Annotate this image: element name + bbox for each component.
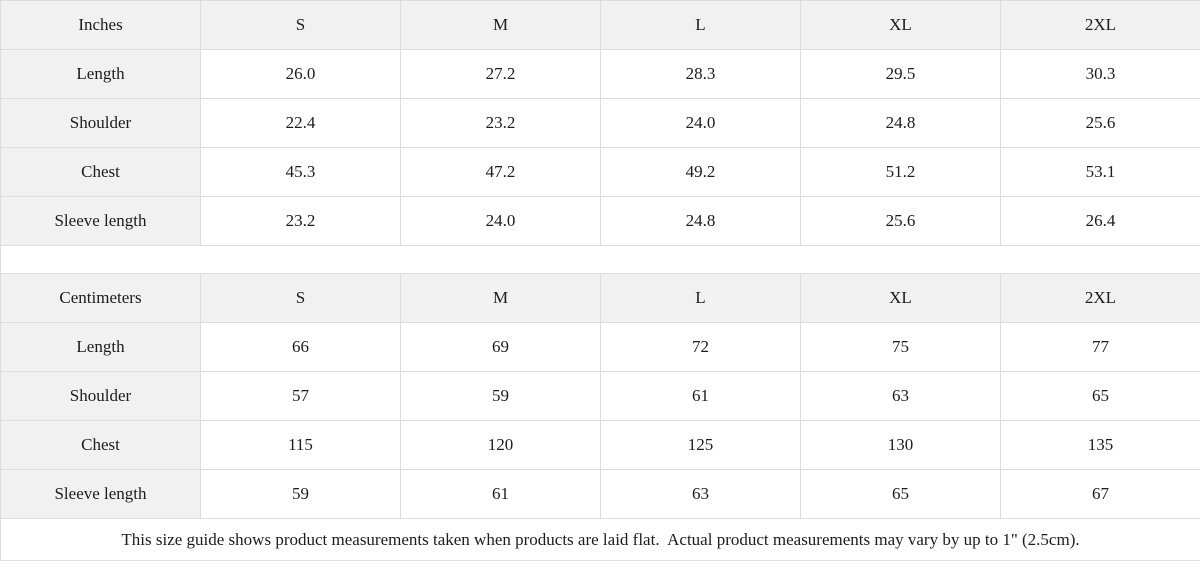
value-cell: 59: [400, 371, 601, 421]
table-row: Shoulder 57 59 61 63 65: [0, 371, 1200, 421]
value-cell: 47.2: [400, 147, 601, 197]
value-cell: 53.1: [1000, 147, 1200, 197]
value-cell: 23.2: [400, 98, 601, 148]
value-cell: 29.5: [800, 49, 1001, 99]
value-cell: 120: [400, 420, 601, 470]
footer-row: This size guide shows product measuremen…: [0, 518, 1200, 561]
value-cell: 125: [600, 420, 801, 470]
value-cell: 115: [200, 420, 401, 470]
value-cell: 61: [400, 469, 601, 519]
value-cell: 25.6: [800, 196, 1001, 246]
value-cell: 75: [800, 322, 1001, 372]
value-cell: 22.4: [200, 98, 401, 148]
value-cell: 63: [600, 469, 801, 519]
value-cell: 130: [800, 420, 1001, 470]
value-cell: 24.8: [600, 196, 801, 246]
table-spacer: [0, 245, 1200, 274]
size-guide: Inches S M L XL 2XL Length 26.0 27.2 28.…: [0, 0, 1200, 561]
value-cell: 51.2: [800, 147, 1001, 197]
table-row: Length 66 69 72 75 77: [0, 322, 1200, 372]
row-label-chest: Chest: [0, 147, 201, 197]
value-cell: 49.2: [600, 147, 801, 197]
value-cell: 24.8: [800, 98, 1001, 148]
value-cell: 27.2: [400, 49, 601, 99]
col-header-s: S: [200, 0, 401, 50]
col-header-xl: XL: [800, 0, 1001, 50]
inches-header-row: Inches S M L XL 2XL: [0, 0, 1200, 50]
table-row: Chest 115 120 125 130 135: [0, 420, 1200, 470]
row-label-length: Length: [0, 49, 201, 99]
spacer-row: [0, 245, 1200, 274]
col-header-m: M: [400, 0, 601, 50]
value-cell: 57: [200, 371, 401, 421]
row-label-shoulder: Shoulder: [0, 371, 201, 421]
col-header-s: S: [200, 273, 401, 323]
value-cell: 23.2: [200, 196, 401, 246]
table-row: Shoulder 22.4 23.2 24.0 24.8 25.6: [0, 98, 1200, 148]
table-row: Sleeve length 59 61 63 65 67: [0, 469, 1200, 519]
col-header-2xl: 2XL: [1000, 273, 1200, 323]
value-cell: 61: [600, 371, 801, 421]
table-row: Length 26.0 27.2 28.3 29.5 30.3: [0, 49, 1200, 99]
value-cell: 24.0: [400, 196, 601, 246]
col-header-l: L: [600, 273, 801, 323]
value-cell: 63: [800, 371, 1001, 421]
table-row: Chest 45.3 47.2 49.2 51.2 53.1: [0, 147, 1200, 197]
row-label-sleeve-length: Sleeve length: [0, 196, 201, 246]
col-header-m: M: [400, 273, 601, 323]
value-cell: 72: [600, 322, 801, 372]
value-cell: 25.6: [1000, 98, 1200, 148]
value-cell: 69: [400, 322, 601, 372]
centimeters-header-row: Centimeters S M L XL 2XL: [0, 273, 1200, 323]
value-cell: 59: [200, 469, 401, 519]
value-cell: 28.3: [600, 49, 801, 99]
col-header-l: L: [600, 0, 801, 50]
row-label-length: Length: [0, 322, 201, 372]
value-cell: 77: [1000, 322, 1200, 372]
col-header-xl: XL: [800, 273, 1001, 323]
value-cell: 26.4: [1000, 196, 1200, 246]
size-guide-table: Inches S M L XL 2XL Length 26.0 27.2 28.…: [0, 0, 1200, 561]
col-header-2xl: 2XL: [1000, 0, 1200, 50]
row-label-chest: Chest: [0, 420, 201, 470]
table-row: Sleeve length 23.2 24.0 24.8 25.6 26.4: [0, 196, 1200, 246]
value-cell: 45.3: [200, 147, 401, 197]
value-cell: 65: [1000, 371, 1200, 421]
unit-header-inches: Inches: [0, 0, 201, 50]
row-label-sleeve-length: Sleeve length: [0, 469, 201, 519]
value-cell: 26.0: [200, 49, 401, 99]
value-cell: 24.0: [600, 98, 801, 148]
value-cell: 30.3: [1000, 49, 1200, 99]
value-cell: 65: [800, 469, 1001, 519]
value-cell: 67: [1000, 469, 1200, 519]
footer-note: This size guide shows product measuremen…: [0, 518, 1200, 561]
value-cell: 135: [1000, 420, 1200, 470]
value-cell: 66: [200, 322, 401, 372]
unit-header-centimeters: Centimeters: [0, 273, 201, 323]
row-label-shoulder: Shoulder: [0, 98, 201, 148]
